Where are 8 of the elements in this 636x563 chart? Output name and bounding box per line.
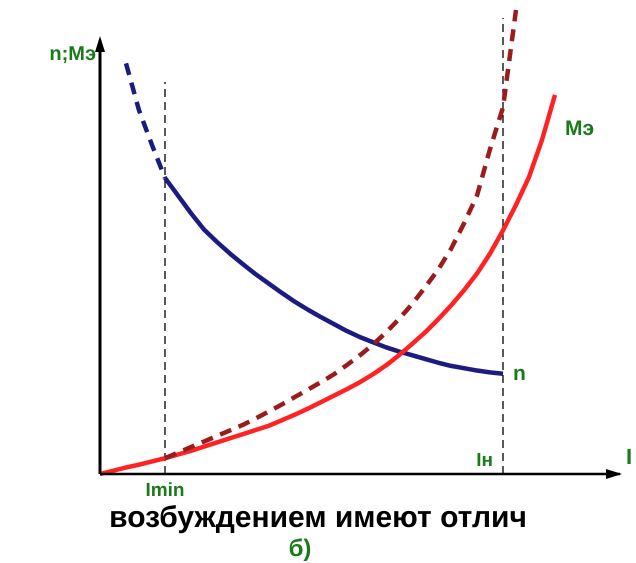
series-label: n: [513, 362, 526, 385]
x-axis-title: I: [626, 444, 632, 469]
text: возбуждением имеют отлич: [109, 501, 527, 534]
text: Imin: [145, 480, 185, 501]
y-axis-title: n;Mэ: [49, 43, 96, 65]
text: б): [288, 535, 312, 562]
annotation: Iн: [476, 450, 493, 471]
series-label: Mэ: [565, 116, 594, 140]
